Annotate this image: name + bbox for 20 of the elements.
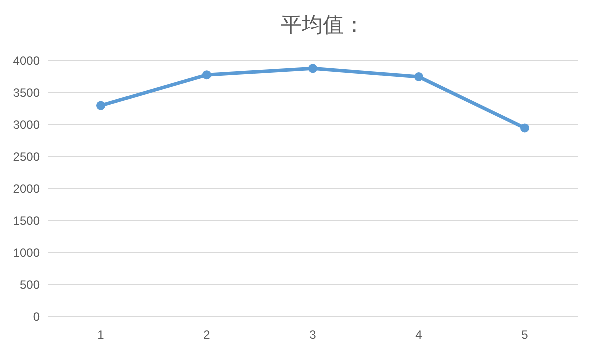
y-tick-label: 1000 [13,246,40,260]
y-tick-label: 500 [20,278,40,292]
x-tick-label: 4 [416,328,423,342]
y-tick-label: 3000 [13,118,40,132]
y-tick-label: 3500 [13,86,40,100]
point [96,101,106,110]
x-tick-label: 5 [522,328,529,342]
point [308,64,318,74]
y-tick-label: 0 [33,310,40,324]
point [520,124,530,133]
x-tick-label: 3 [310,328,317,342]
y-tick-label: 2500 [13,150,40,164]
point [202,70,212,80]
y-tick-label: 1500 [13,214,40,228]
point [414,72,424,82]
y-tick-label: 2000 [13,182,40,196]
x-tick-label: 1 [98,328,105,342]
chart-title: 平均值： [281,14,365,37]
x-tick-label: 2 [204,328,211,342]
y-tick-label: 4000 [13,54,40,68]
